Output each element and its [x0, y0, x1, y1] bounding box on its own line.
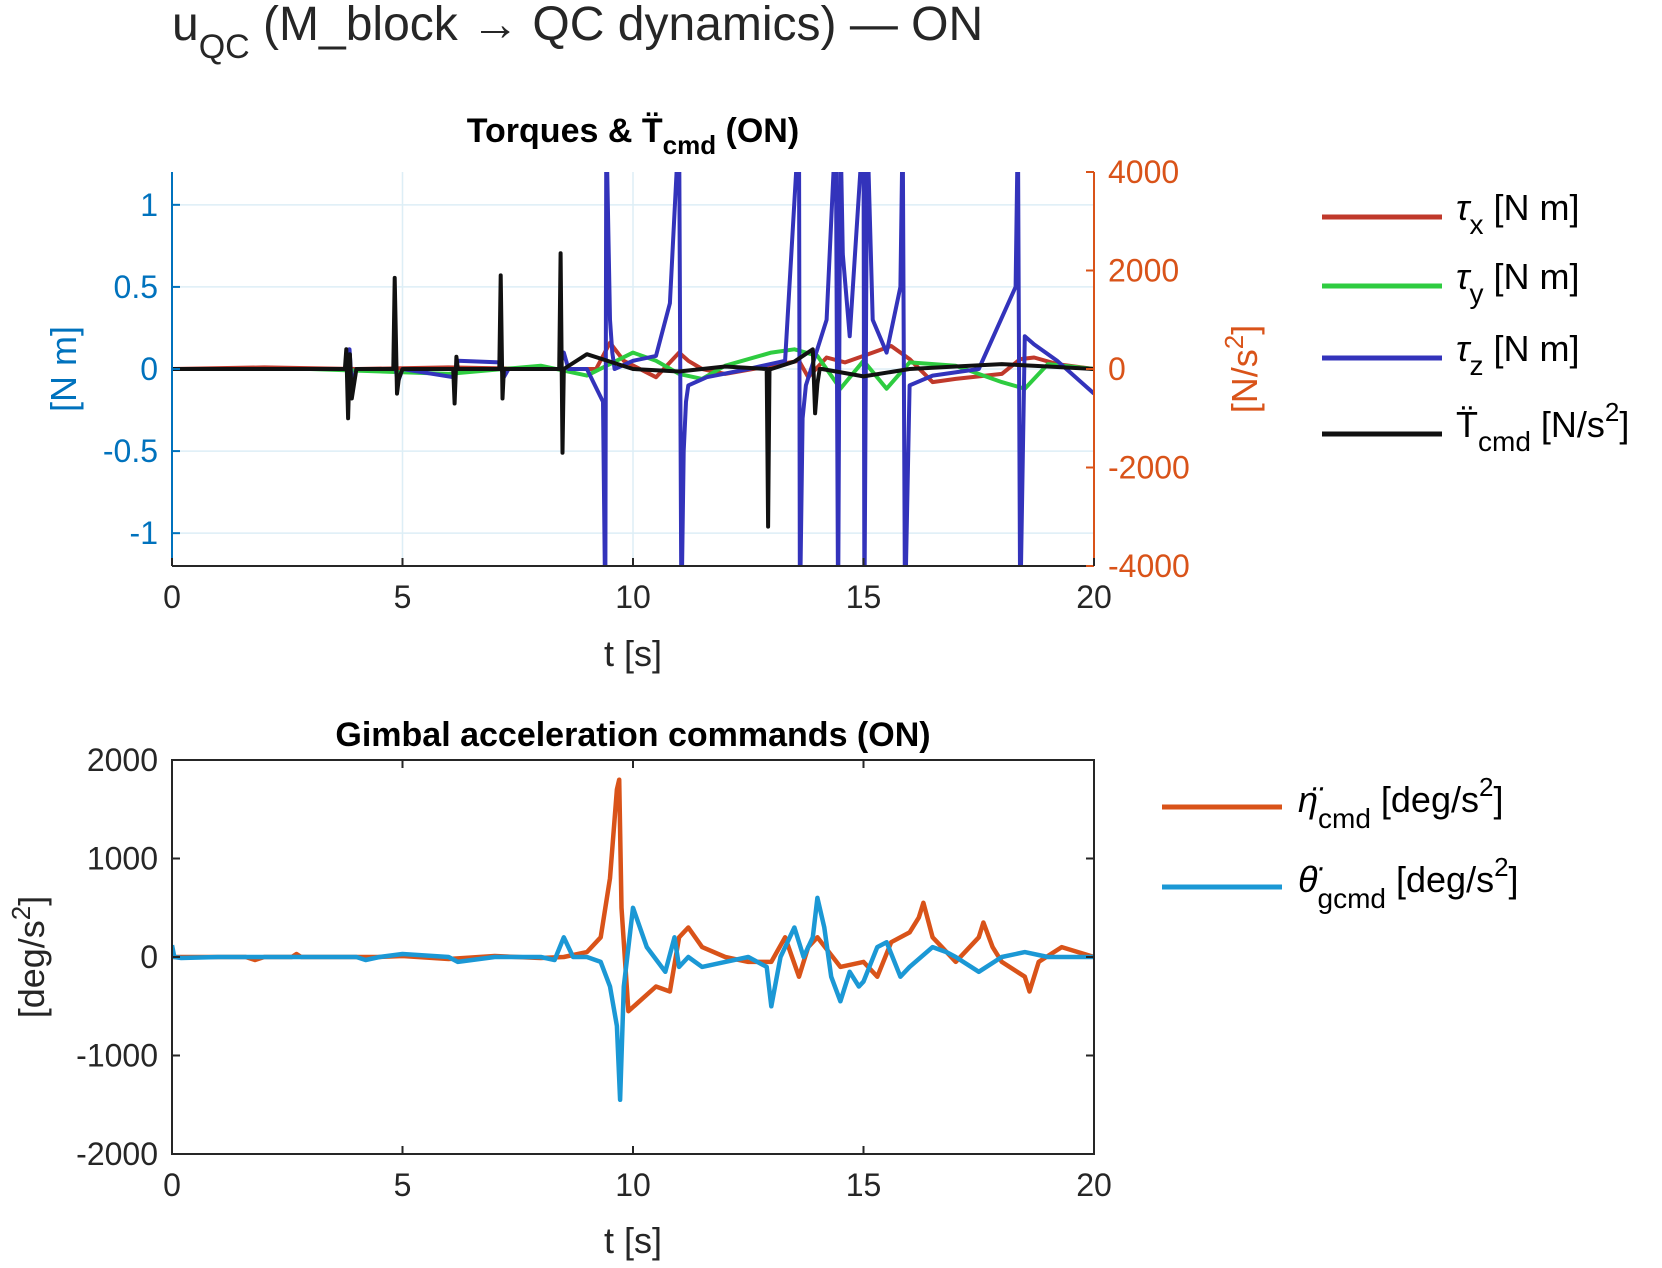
bottom-x-tick-label: 20	[1076, 1167, 1112, 1203]
bottom-y-tick-label: -1000	[76, 1038, 158, 1074]
top-right-tick-label: 2000	[1108, 253, 1179, 289]
bottom-x-tick-label: 15	[846, 1167, 882, 1203]
top-x-axis-label: t [s]	[604, 633, 662, 674]
top-right-y-axis-label: [N/s2]	[1219, 325, 1265, 414]
bottom-axes-title: Gimbal acceleration commands (ON)	[335, 716, 930, 754]
legend-label-eta-cmd: η̈cmd [deg/s2]	[1298, 772, 1503, 834]
legend-label-tau-z: τz [N m]	[1456, 328, 1579, 381]
legend-label-theta-gcmd: θ̈gcmd [deg/s2]	[1298, 852, 1519, 914]
bottom-y-tick-label: 0	[140, 939, 158, 975]
bottom-y-tick-label: 1000	[87, 841, 158, 877]
top-right-tick-label: 4000	[1108, 154, 1179, 190]
top-right-tick-label: -4000	[1108, 548, 1190, 584]
legend-label-tau-y: τy [N m]	[1456, 256, 1579, 309]
top-x-tick-label: 5	[394, 579, 412, 615]
bottom-y-tick-label: -2000	[76, 1136, 158, 1172]
top-axes-title: Torques & T̈cmd (ON)	[467, 112, 799, 160]
top-axes: Torques & T̈cmd (ON) 10.50-0.5-140002000…	[43, 112, 1265, 674]
top-legend: τx [N m] τy [N m] τz [N m] T̈cmd [N/s2]	[1322, 187, 1629, 457]
bottom-axes: Gimbal acceleration commands (ON) 200010…	[6, 716, 1112, 1261]
bottom-y-axis-label: [deg/s2]	[6, 896, 52, 1019]
top-left-tick-label: 0	[140, 351, 158, 387]
top-left-tick-label: -0.5	[103, 433, 158, 469]
series-line-eta-cmd	[172, 777, 1094, 1014]
top-ticks: 1 0.5 0 -0.5 -1 4000 2000 0 -2000 -4000 0 5 10 15 20	[103, 154, 1190, 615]
top-right-tick-label: -2000	[1108, 450, 1190, 486]
top-x-tick-label: 0	[163, 579, 181, 615]
bottom-x-tick-label: 10	[615, 1167, 651, 1203]
top-left-y-axis-label: [N m]	[43, 326, 84, 412]
bottom-x-tick-label: 5	[394, 1167, 412, 1203]
figure-suptitle: uQC (M_block → QC dynamics) — ON	[172, 0, 983, 66]
bottom-x-axis-label: t [s]	[604, 1220, 662, 1261]
legend-label-tau-x: τx [N m]	[1456, 187, 1579, 240]
series-line-theta-gcmd	[172, 895, 1094, 1103]
bottom-y-tick-label: 2000	[87, 742, 158, 778]
top-plot-area	[172, 172, 1094, 566]
top-x-tick-label: 15	[846, 579, 882, 615]
series-line-t-cmd	[172, 251, 1094, 529]
top-left-tick-label: 0.5	[114, 269, 158, 305]
bottom-x-tick-label: 0	[163, 1167, 181, 1203]
top-x-tick-label: 10	[615, 579, 651, 615]
top-x-tick-label: 20	[1076, 579, 1112, 615]
top-left-tick-label: -1	[130, 515, 158, 551]
top-right-tick-label: 0	[1108, 351, 1126, 387]
top-left-tick-label: 1	[140, 187, 158, 223]
legend-label-t-cmd: T̈cmd [N/s2]	[1456, 397, 1629, 457]
bottom-legend: η̈cmd [deg/s2] θ̈gcmd [deg/s2]	[1162, 772, 1519, 914]
bottom-plot-area	[172, 777, 1094, 1103]
